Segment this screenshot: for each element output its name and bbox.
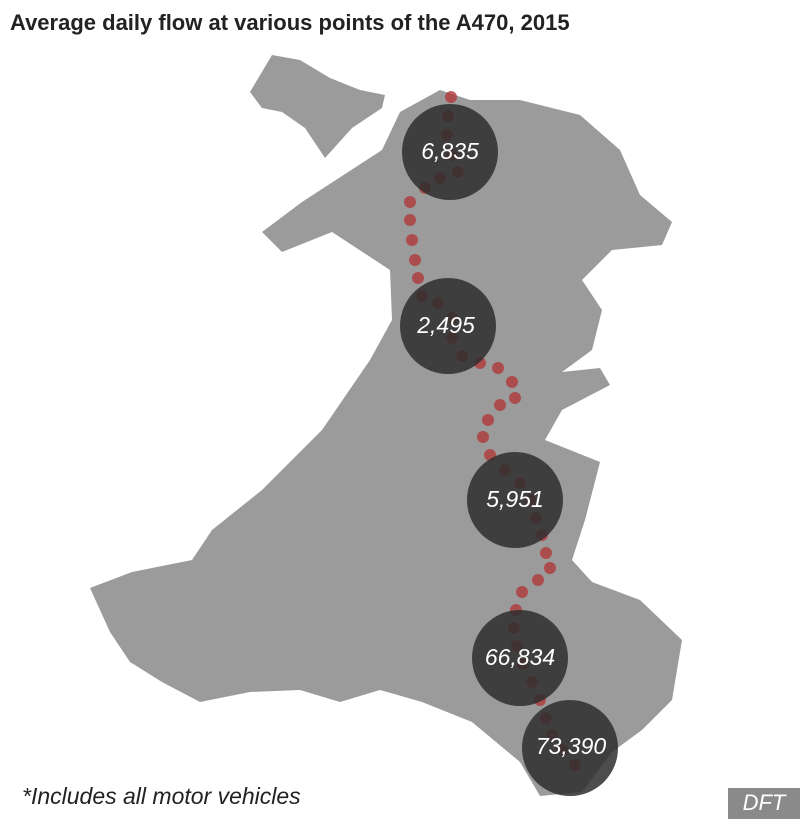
source: DFT bbox=[743, 790, 787, 815]
flow-circle bbox=[472, 610, 568, 706]
flow-circle bbox=[522, 700, 618, 796]
map-title: Average daily flow at various points of … bbox=[10, 10, 570, 35]
footnote: *Includes all motor vehicles bbox=[22, 783, 301, 809]
flow-circle bbox=[400, 278, 496, 374]
flow-label: 6,835 bbox=[421, 138, 479, 164]
source-box bbox=[728, 788, 800, 819]
flow-label: 2,495 bbox=[416, 312, 475, 338]
flow-circle bbox=[467, 452, 563, 548]
flow-label: 66,834 bbox=[485, 644, 555, 670]
flow-circles bbox=[400, 104, 618, 796]
flow-label: 73,390 bbox=[536, 733, 607, 759]
anglesey bbox=[250, 55, 385, 158]
flow-label: 5,951 bbox=[486, 486, 544, 512]
flow-circle bbox=[402, 104, 498, 200]
